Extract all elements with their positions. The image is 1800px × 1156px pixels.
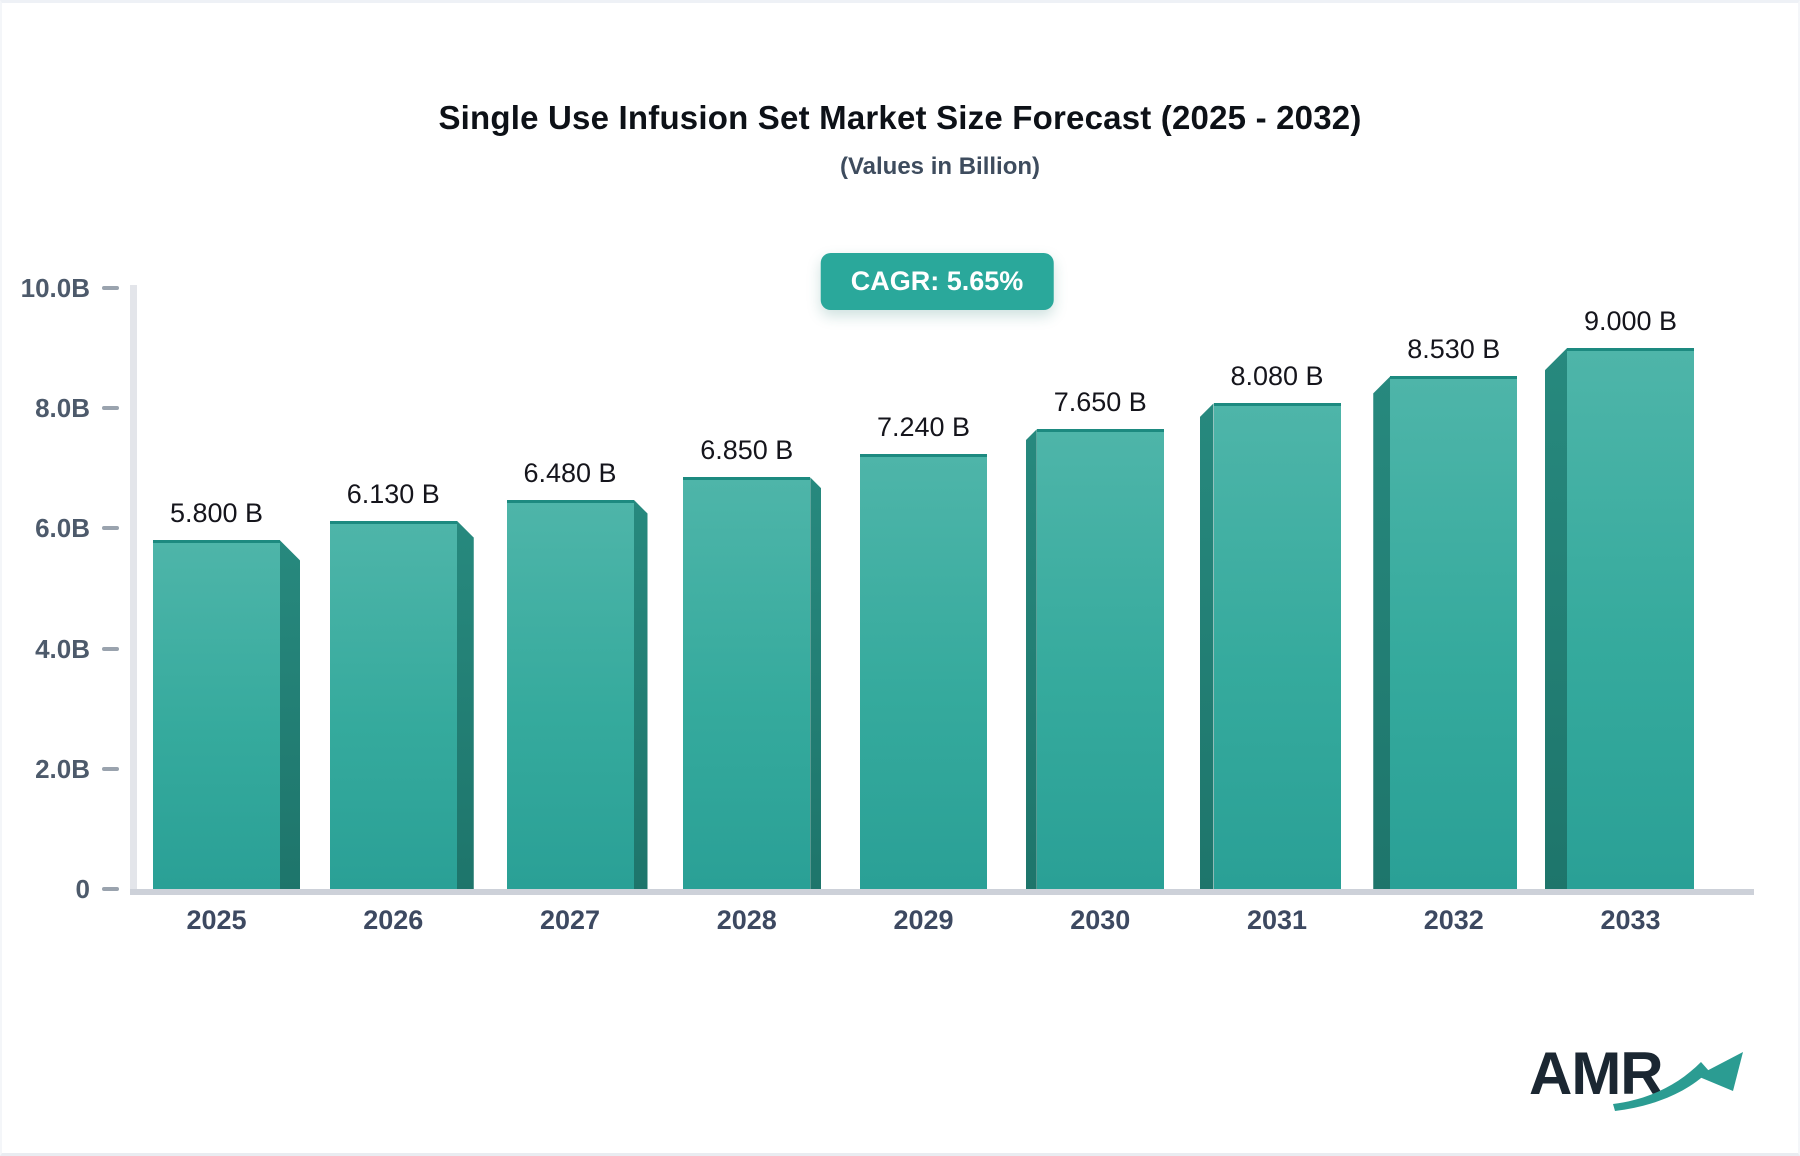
y-axis-tick xyxy=(102,406,119,411)
x-axis-label-2025: 2025 xyxy=(186,905,247,935)
y-axis-tick xyxy=(102,286,119,290)
x-axis-label-2031: 2031 xyxy=(1246,905,1308,935)
y-axis-tick xyxy=(102,646,119,651)
x-axis-baseline xyxy=(130,889,1754,895)
bar-2033[interactable] xyxy=(1567,348,1694,889)
bar-value-label-2033: 9.000 B xyxy=(1583,306,1678,337)
amr-logo-text: AMR xyxy=(1529,1040,1664,1107)
bar-2030[interactable] xyxy=(1036,429,1164,889)
bar-side-face xyxy=(810,477,822,889)
y-axis-label-8.0B: 8.0B xyxy=(35,393,90,424)
bar-2025[interactable] xyxy=(153,540,280,889)
chart-subtitle: (Values in Billion) xyxy=(839,153,1041,180)
y-axis-tick xyxy=(102,766,119,771)
amr-logo: AMR xyxy=(1529,1039,1759,1119)
x-axis-label-2026: 2026 xyxy=(363,905,424,935)
y-axis-label-6.0B: 6.0B xyxy=(35,513,90,544)
x-axis-label-2028: 2028 xyxy=(716,905,777,935)
bar-2028[interactable] xyxy=(683,477,811,889)
bar-value-label-2029: 7.240 B xyxy=(876,411,971,442)
chart-title: Single Use Infusion Set Market Size Fore… xyxy=(438,99,1362,136)
y-axis-label-0: 0 xyxy=(75,874,90,904)
x-axis-label-2030: 2030 xyxy=(1070,905,1131,935)
cagr-badge: CAGR: 5.65% xyxy=(820,253,1054,310)
bar-side-face xyxy=(280,540,300,889)
bar-value-label-2025: 5.800 B xyxy=(169,498,264,529)
bar-side-face xyxy=(456,520,474,889)
bar-side-face xyxy=(1373,376,1391,889)
bar-value-label-2031: 8.080 B xyxy=(1230,361,1324,392)
bar-side-face xyxy=(633,499,648,889)
bar-value-label-2030: 7.650 B xyxy=(1053,387,1147,418)
x-axis-label-2032: 2032 xyxy=(1423,905,1484,935)
bar-value-label-2032: 8.530 B xyxy=(1407,334,1501,365)
y-axis-label-10.0B: 10.0B xyxy=(20,273,90,303)
bar-value-label-2026: 6.130 B xyxy=(346,478,440,509)
x-axis-label-2027: 2027 xyxy=(539,905,601,935)
bar-chart: 10.0B 8.0B 6.0B 4.0B 2.0B 0 5.800 B 2025 6.130 … xyxy=(2,3,1798,1153)
x-axis-label-2029: 2029 xyxy=(893,905,954,935)
bar-2031[interactable] xyxy=(1213,403,1341,889)
growth-arrow-icon xyxy=(1613,1052,1743,1111)
bar-value-label-2027: 6.480 B xyxy=(523,457,617,488)
bar-value-label-2028: 6.850 B xyxy=(700,435,794,466)
x-axis-label-2033: 2033 xyxy=(1600,905,1661,935)
bar-2032[interactable] xyxy=(1390,376,1518,889)
bar-side-face xyxy=(1025,429,1037,889)
bar-side-face xyxy=(1545,348,1567,889)
y-axis-label-4.0B: 4.0B xyxy=(35,633,90,664)
y-axis-label-2.0B: 2.0B xyxy=(35,753,90,784)
bar-2026[interactable] xyxy=(329,520,457,889)
y-axis-tick xyxy=(102,887,119,891)
bar-side-face xyxy=(1199,403,1214,889)
y-axis-tick xyxy=(102,526,119,531)
bar-2027[interactable] xyxy=(506,499,634,889)
bar-2029[interactable] xyxy=(860,453,987,889)
y-axis-line xyxy=(130,285,137,895)
